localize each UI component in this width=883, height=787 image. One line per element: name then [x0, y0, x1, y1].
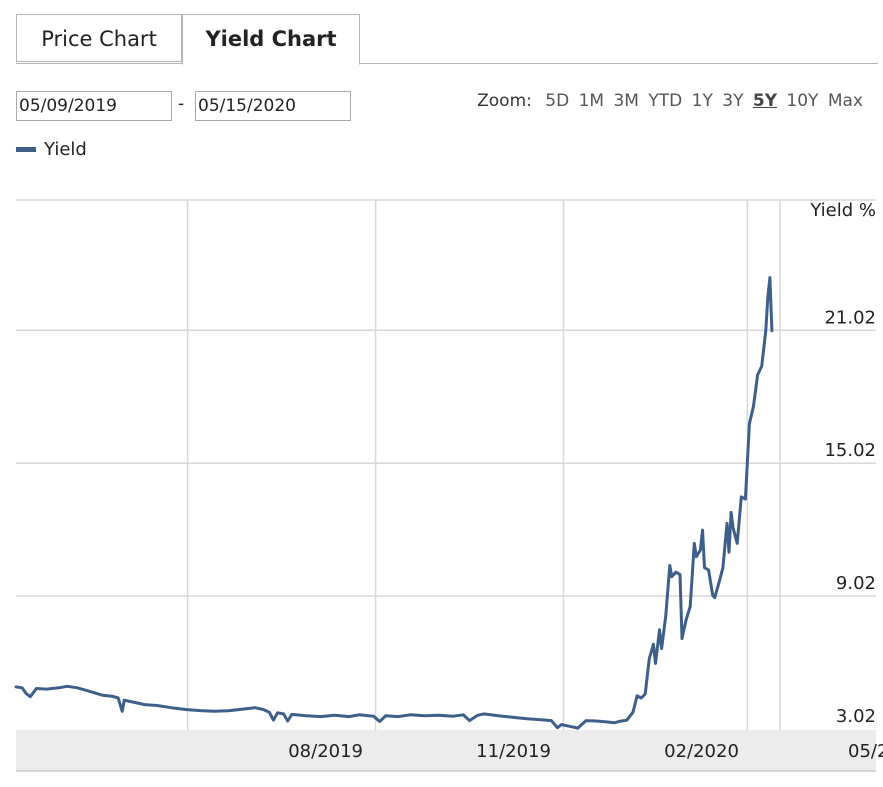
y-tick-label: 3.02: [836, 706, 876, 727]
series-line-yield: [14, 276, 774, 730]
zoom-1y[interactable]: 1Y: [691, 91, 713, 111]
chart-legend: Yield: [16, 139, 87, 160]
tab-yield-chart[interactable]: Yield Chart: [182, 14, 360, 65]
zoom-ytd[interactable]: YTD: [648, 91, 683, 111]
x-tick-label: 05/2020: [848, 741, 883, 762]
date-separator: -: [178, 94, 185, 114]
zoom-max[interactable]: Max: [827, 91, 863, 111]
y-axis-title: Yield %: [809, 200, 876, 221]
zoom-10y[interactable]: 10Y: [786, 91, 819, 111]
y-tick-label: 9.02: [836, 573, 876, 594]
chart-tabs: Price Chart Yield Chart: [16, 14, 878, 65]
x-tick-label: 08/2019: [288, 741, 363, 762]
x-axis-band: [16, 730, 876, 771]
tab-price-chart[interactable]: Price Chart: [16, 14, 182, 62]
legend-swatch-yield: [16, 147, 36, 152]
zoom-controls: Zoom: 5D 1M 3M YTD 1Y 3Y 5Y 10Y Max: [477, 91, 863, 111]
zoom-3m[interactable]: 3M: [613, 91, 639, 111]
x-tick-label: 11/2019: [476, 741, 551, 762]
legend-label-yield: Yield: [44, 139, 87, 160]
zoom-5y[interactable]: 5Y: [752, 91, 777, 111]
x-tick-label: 02/2020: [664, 741, 739, 762]
zoom-1m[interactable]: 1M: [578, 91, 605, 111]
zoom-label: Zoom:: [477, 91, 532, 111]
y-tick-label: 21.02: [824, 307, 876, 328]
date-from-input[interactable]: [16, 91, 172, 121]
date-to-input[interactable]: [195, 91, 351, 121]
tab-underline: [16, 63, 878, 64]
zoom-3y[interactable]: 3Y: [722, 91, 744, 111]
zoom-5d[interactable]: 5D: [545, 91, 570, 111]
y-tick-label: 15.02: [824, 440, 876, 461]
